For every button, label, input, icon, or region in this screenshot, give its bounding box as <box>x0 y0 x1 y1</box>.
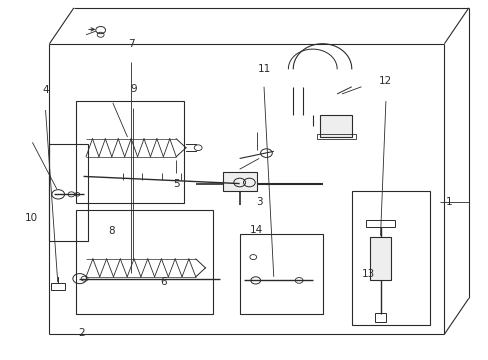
Text: 3: 3 <box>255 197 262 207</box>
Bar <box>76 101 183 203</box>
Bar <box>49 144 88 241</box>
Bar <box>222 172 256 192</box>
Text: 8: 8 <box>108 226 115 236</box>
Bar <box>51 283 64 291</box>
Text: 2: 2 <box>78 328 84 338</box>
Text: 12: 12 <box>379 76 392 86</box>
Text: 7: 7 <box>128 39 134 49</box>
Bar <box>316 134 355 139</box>
Bar <box>369 237 390 280</box>
Text: 14: 14 <box>249 225 263 235</box>
Text: 6: 6 <box>161 277 167 287</box>
Text: 10: 10 <box>24 213 38 222</box>
Text: 11: 11 <box>257 64 270 74</box>
Text: 5: 5 <box>173 179 179 189</box>
Bar <box>374 313 385 321</box>
Bar <box>366 220 394 226</box>
Text: 1: 1 <box>445 197 452 207</box>
Bar <box>76 211 212 315</box>
Bar <box>351 191 429 325</box>
Bar <box>320 116 351 137</box>
Text: 4: 4 <box>42 85 49 95</box>
Text: 9: 9 <box>130 84 136 94</box>
Text: 13: 13 <box>362 269 375 279</box>
Bar <box>239 234 322 315</box>
